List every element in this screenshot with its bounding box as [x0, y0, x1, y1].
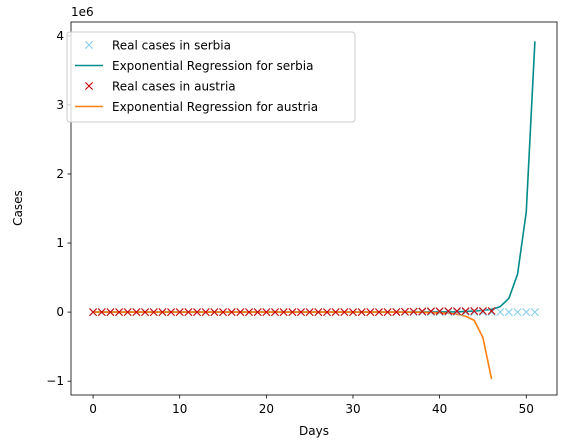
data-point [522, 308, 531, 317]
x-tick-label: 10 [172, 402, 187, 416]
data-point [357, 308, 366, 317]
data-point [184, 308, 193, 317]
data-point [452, 307, 461, 316]
y-axis-label: Cases [11, 190, 25, 226]
legend: Real cases in serbia Exponential Regressi… [66, 31, 356, 123]
data-point [426, 308, 435, 317]
x-axis-label: Days [299, 424, 329, 438]
data-point [115, 308, 124, 317]
data-point [97, 308, 106, 317]
data-point [210, 308, 219, 317]
x-tick-label: 20 [259, 402, 274, 416]
legend-label: Exponential Regression for austria [112, 100, 318, 114]
data-point [219, 308, 228, 317]
data-point [314, 308, 323, 317]
data-point [435, 308, 444, 317]
data-point [227, 308, 236, 317]
data-point [426, 307, 435, 316]
data-point [279, 308, 288, 317]
data-point [418, 307, 427, 316]
y-tick-label: −1 [46, 374, 64, 388]
data-point [201, 308, 210, 317]
data-point [478, 308, 487, 317]
data-point [193, 308, 202, 317]
data-point [271, 308, 280, 317]
legend-label: Exponential Regression for serbia [112, 59, 313, 73]
series-markers [89, 306, 496, 317]
data-point [374, 308, 383, 317]
data-point [461, 308, 470, 317]
data-point [444, 308, 453, 317]
y-tick-label: 0 [56, 305, 64, 319]
y-tick-label: 3 [56, 98, 64, 112]
data-point [348, 308, 357, 317]
data-point [262, 308, 271, 317]
data-point [158, 308, 167, 317]
data-point [132, 308, 141, 317]
data-point [253, 308, 262, 317]
data-point [106, 308, 115, 317]
x-tick-label: 40 [432, 402, 447, 416]
data-point [340, 308, 349, 317]
data-point [487, 308, 496, 317]
plot-series [89, 41, 539, 380]
data-point [409, 307, 418, 316]
data-point [175, 308, 184, 317]
data-point [470, 308, 479, 317]
data-point [461, 307, 470, 316]
data-point [530, 308, 539, 317]
data-point [392, 307, 401, 316]
data-point [323, 308, 331, 317]
y-tick-label: 2 [56, 167, 64, 181]
data-point [141, 308, 150, 317]
data-point [149, 308, 158, 317]
plot-frame [70, 21, 558, 396]
data-point [513, 308, 522, 317]
data-point [470, 307, 479, 315]
data-point [167, 308, 176, 317]
data-point [444, 307, 453, 316]
x-tick-label: 0 [89, 402, 97, 416]
data-point [504, 308, 513, 317]
y-tick-label: 1 [56, 236, 64, 250]
data-point [452, 308, 461, 317]
legend-marker-swatch [85, 82, 93, 90]
legend-label: Real cases in austria [112, 80, 236, 94]
data-point [496, 308, 505, 317]
data-point [288, 308, 297, 317]
data-point [331, 308, 340, 317]
y-tick-label: 4 [56, 29, 64, 43]
data-point [366, 308, 375, 317]
series-line [93, 311, 493, 380]
data-point [297, 308, 305, 317]
data-point [383, 308, 392, 317]
legend-marker-swatch [85, 41, 93, 49]
data-point [400, 307, 409, 316]
data-point [236, 308, 245, 317]
legend-box [66, 31, 356, 123]
axis-ticks: 0 10 20 30 40 50 −1 0 1 2 3 4 [46, 29, 534, 416]
data-point [123, 308, 132, 317]
legend-label: Real cases in serbia [112, 39, 231, 53]
data-point [478, 307, 487, 315]
y-offset-label: 1e6 [71, 5, 94, 19]
data-point [305, 308, 314, 317]
x-tick-label: 50 [519, 402, 534, 416]
data-point [435, 307, 444, 316]
data-point [89, 308, 98, 317]
x-tick-label: 30 [345, 402, 360, 416]
data-point [487, 306, 496, 315]
data-point [245, 308, 254, 317]
